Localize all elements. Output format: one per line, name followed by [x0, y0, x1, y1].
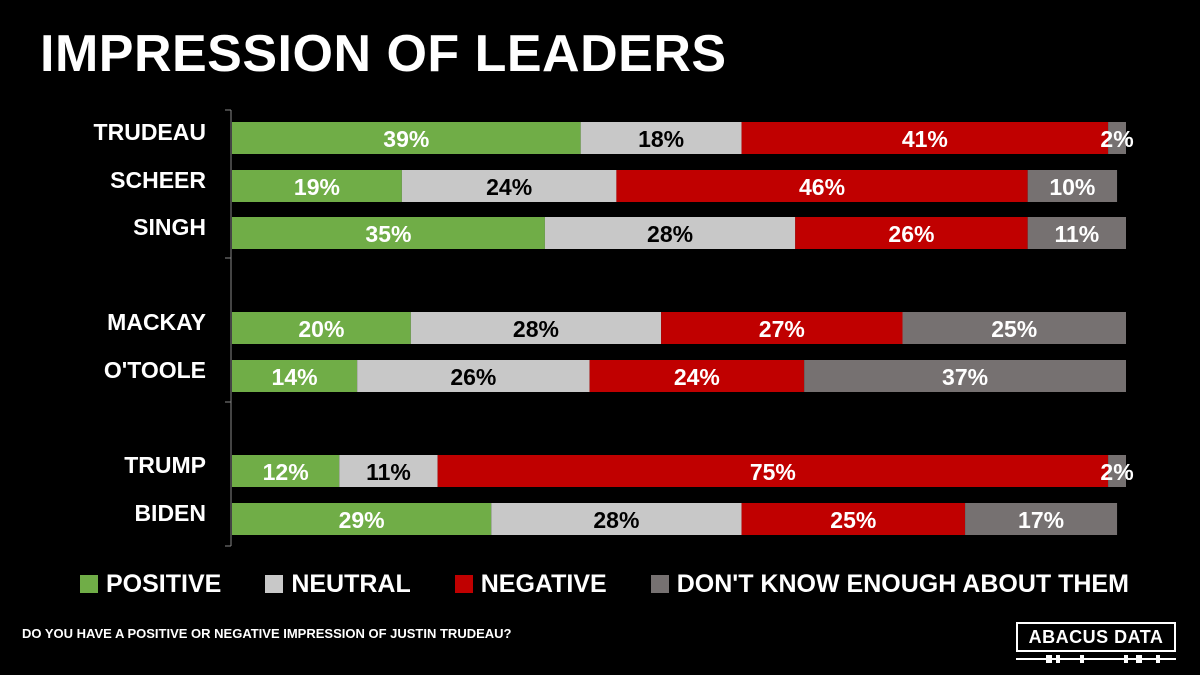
bar-o-toole-positive [232, 360, 358, 392]
data-label-mackay-negative: 27% [759, 316, 805, 342]
bar-singh-negative [795, 217, 1028, 249]
data-label-singh-neutral: 28% [647, 221, 693, 247]
data-label-mackay-positive: 20% [298, 316, 344, 342]
legend-swatch-dont-know [650, 575, 669, 593]
data-label-scheer-positive: 19% [294, 174, 340, 200]
bar-trudeau-negative [741, 122, 1109, 154]
data-label-mackay-neutral: 28% [513, 316, 559, 342]
data-label-singh-negative: 26% [888, 221, 934, 247]
bar-o-toole-don-t-know-enough-about-them [804, 360, 1126, 392]
data-label-trudeau-neutral: 18% [638, 126, 684, 152]
bar-mackay-negative [661, 312, 903, 344]
category-label-biden: BIDEN [134, 500, 206, 526]
bar-singh-neutral [544, 217, 796, 249]
stacked-bar-chart: TRUDEAU 39% 18% 41% 2% SCHEER 19% 24% 46% 10% SING… [94, 109, 1134, 547]
legend-swatch-negative [454, 575, 473, 593]
logo-text: ABACUS DATA [1028, 626, 1164, 647]
legend-label-negative: NEGATIVE [480, 569, 607, 598]
data-label-o-toole-negative: 24% [674, 364, 720, 390]
category-label-trump: TRUMP [124, 452, 206, 478]
bar-scheer-neutral [401, 170, 617, 202]
legend-swatch-positive [80, 575, 98, 593]
bar-scheer-don-t-know-enough-about-them [1027, 170, 1118, 202]
data-label-trump-positive: 12% [263, 459, 309, 485]
data-label-singh-don-t-know-enough-about-them: 11% [1054, 221, 1099, 247]
chart-title: IMPRESSION OF LEADERS [40, 25, 727, 83]
bar-singh-positive [232, 217, 545, 249]
data-label-scheer-don-t-know-enough-about-them: 10% [1049, 174, 1095, 200]
legend-label-neutral: NEUTRAL [291, 569, 411, 598]
abacus-data-logo: ABACUS DATA [1016, 622, 1180, 666]
legend-swatch-neutral [265, 575, 284, 593]
bar-trump-positive [232, 455, 340, 487]
category-label-scheer: SCHEER [110, 167, 206, 193]
bar-o-toole-neutral [357, 360, 590, 392]
bar-trudeau-don-t-know-enough-about-them [1108, 122, 1126, 154]
bar-trump-don-t-know-enough-about-them [1108, 455, 1126, 487]
bar-mackay-neutral [410, 312, 662, 344]
data-label-singh-positive: 35% [365, 221, 411, 247]
data-label-o-toole-positive: 14% [272, 364, 318, 390]
logo-box: ABACUS DATA [1016, 622, 1176, 652]
data-label-biden-positive: 29% [339, 507, 385, 533]
legend-item-neutral: NEUTRAL [265, 569, 411, 599]
bar-mackay-positive [232, 312, 411, 344]
data-label-o-toole-don-t-know-enough-about-them: 37% [942, 364, 988, 390]
data-label-mackay-don-t-know-enough-about-them: 25% [991, 316, 1037, 342]
category-label-trudeau: TRUDEAU [94, 119, 206, 145]
data-label-trump-negative: 75% [750, 459, 796, 485]
data-label-trudeau-don-t-know-enough-about-them: 2% [1100, 126, 1133, 152]
category-label-singh: SINGH [133, 214, 206, 240]
data-label-scheer-neutral: 24% [486, 174, 532, 200]
survey-question: DO YOU HAVE A POSITIVE OR NEGATIVE IMPRE… [22, 626, 512, 641]
bar-o-toole-negative [589, 360, 805, 392]
bar-scheer-positive [232, 170, 402, 202]
data-label-o-toole-neutral: 26% [450, 364, 496, 390]
bar-singh-don-t-know-enough-about-them [1027, 217, 1126, 249]
category-label-o-toole: O'TOOLE [104, 357, 206, 383]
bar-biden-positive [232, 503, 492, 535]
data-label-biden-neutral: 28% [593, 507, 639, 533]
data-label-trump-neutral: 11% [366, 459, 411, 485]
chart-legend: POSITIVE NEUTRAL NEGATIVE DON'T KNOW ENO… [80, 566, 1173, 602]
bar-scheer-negative [616, 170, 1028, 202]
bar-trudeau-positive [232, 122, 581, 154]
bar-biden-negative [741, 503, 966, 535]
bar-trudeau-neutral [580, 122, 742, 154]
bar-biden-don-t-know-enough-about-them [965, 503, 1118, 535]
bar-biden-neutral [491, 503, 742, 535]
legend-label-dont-know: DON'T KNOW ENOUGH ABOUT THEM [676, 569, 1129, 598]
logo-base-graphic [1016, 655, 1176, 663]
data-label-trudeau-negative: 41% [902, 126, 948, 152]
data-label-trudeau-positive: 39% [383, 126, 429, 152]
legend-item-dont-know: DON'T KNOW ENOUGH ABOUT THEM [650, 569, 1129, 599]
data-label-trump-don-t-know-enough-about-them: 2% [1100, 459, 1133, 485]
bar-trump-neutral [339, 455, 438, 487]
data-label-scheer-negative: 46% [799, 174, 845, 200]
bar-trump-negative [437, 455, 1109, 487]
legend-item-negative: NEGATIVE [454, 569, 607, 599]
data-label-biden-don-t-know-enough-about-them: 17% [1018, 507, 1064, 533]
bar-mackay-don-t-know-enough-about-them [902, 312, 1126, 344]
data-label-biden-negative: 25% [830, 507, 876, 533]
legend-label-positive: POSITIVE [106, 569, 222, 598]
category-label-mackay: MACKAY [107, 309, 206, 335]
legend-item-positive: POSITIVE [80, 570, 221, 599]
